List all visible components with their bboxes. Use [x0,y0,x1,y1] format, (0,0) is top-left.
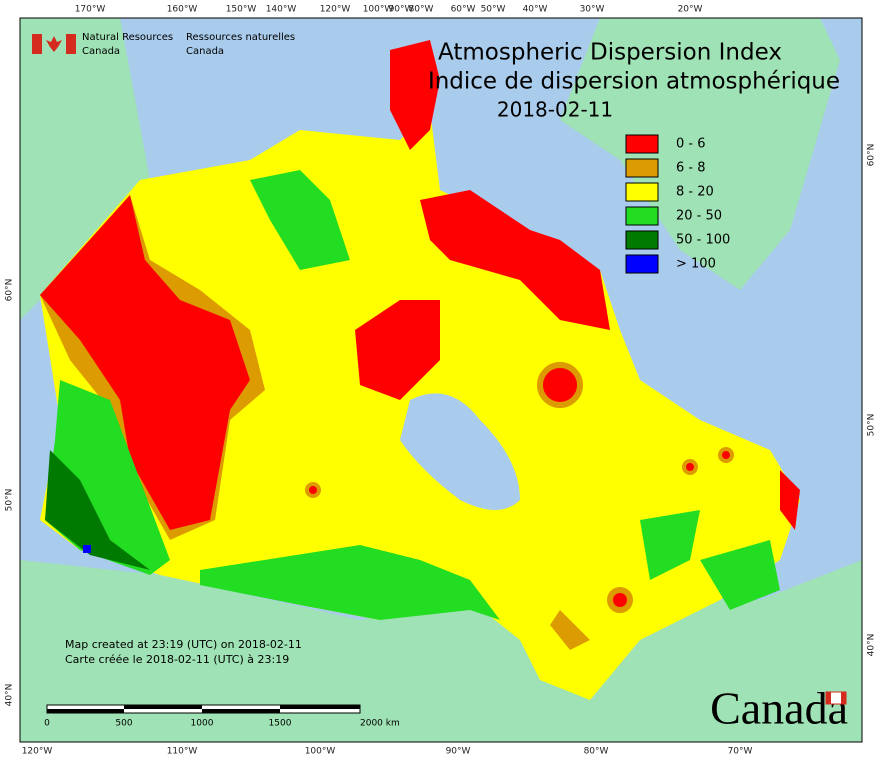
legend-swatch [625,182,659,202]
agency-en: Canada [82,46,120,57]
lon-label: 90°W [446,747,471,757]
lon-label: 160°W [167,5,198,15]
graticule-labels: 170°W 160°W 150°W 140°W 120°W 100°W90°W80°W 60… [5,5,877,757]
lat-label: 60°N [5,279,15,302]
legend-label: 6 - 8 [676,161,706,176]
scale-bar-segment [47,709,124,713]
wordmark: Canada [710,683,848,734]
lon-label: 100°W [305,747,336,757]
legend: 0 - 6 6 - 8 8 - 20 20 - 50 50 - 100 > 100 [625,134,730,274]
lon-label: 50°W [481,5,506,15]
scale-label: 1000 [191,719,214,729]
scale-label: 500 [115,719,132,729]
region-green-prairie [200,545,500,620]
region-green-east [640,510,780,610]
lon-label: 110°W [167,747,198,757]
agency-fr: Canada [186,46,224,57]
lon-label: 60°W [451,5,476,15]
legend-label: 8 - 20 [676,185,714,200]
region-red-spot [682,459,698,475]
date: 2018-02-11 [497,98,613,122]
lon-label: 150°W [226,5,257,15]
legend-label: 20 - 50 [676,209,722,224]
legend-label: 50 - 100 [676,233,730,248]
lon-label: 120°W [320,5,351,15]
lat-label: 40°N [5,684,15,707]
scale-bar-segment [202,709,280,713]
legend-swatch [625,206,659,226]
lon-label: 30°W [580,5,605,15]
legend-label: 0 - 6 [676,137,706,152]
map-frame [19,17,863,743]
legend-swatch [625,134,659,154]
lat-label: 60°N [867,144,877,167]
agency-en: Natural Resources [82,32,173,43]
lat-label: 40°N [867,634,877,657]
scale-label: 0 [44,719,50,729]
region-red [40,195,250,530]
region-darkgreen [45,450,150,570]
legend-swatch [625,254,659,274]
region-red-keewatin [355,300,440,400]
region-red-ellesmere [390,40,440,150]
scale-labels: 0 500 1000 1500 2000 km [44,719,400,729]
lon-label: 80°W [409,5,434,15]
title: Indice de dispersion atmosphérique [428,69,840,95]
scale-label: 1500 [269,719,292,729]
footer: Carte créée le 2018-02-11 (UTC) à 23:19 [65,653,289,666]
region-red-nfld [780,470,800,530]
lon-label: 120°W [22,747,53,757]
legend-swatch [625,230,659,250]
scale-bar-segment [124,705,202,709]
region-red-baffin [420,190,610,330]
greenland-land [560,18,840,290]
flag-bar [66,34,76,54]
region-red-spot [718,447,734,463]
region-green-arctic [250,170,350,270]
title: Atmospheric Dispersion Index [438,40,782,66]
lat-label: 50°N [5,489,15,512]
wordmark-flag-bar [826,692,831,704]
region-red-ungava [537,362,583,408]
lon-label: 70°W [728,747,753,757]
scale-bar-segment [280,705,360,709]
region-blue [83,545,91,553]
agency-fr: Ressources naturelles [186,32,295,43]
maple-leaf [46,36,62,52]
lon-label: 100°W [363,5,394,15]
lon-label: 20°W [678,5,703,15]
footer: Map created at 23:19 (UTC) on 2018-02-11 [65,638,302,651]
lat-label: 50°N [867,414,877,437]
lon-label: 90°W [389,5,414,15]
region-red-spot [607,587,633,613]
wordmark-flag-bar [841,692,846,704]
lon-label: 170°W [75,5,106,15]
legend-swatch [625,158,659,178]
lon-label: 40°W [523,5,548,15]
legend-label: > 100 [676,257,716,272]
region-orange-ontario [550,610,590,650]
alaska-land [20,18,150,320]
lon-label: 80°W [584,747,609,757]
scale-label: 2000 km [360,719,400,729]
region-red-spot [305,482,321,498]
lon-label: 140°W [266,5,297,15]
hudson-bay [400,393,520,510]
flag-bar [32,34,42,54]
